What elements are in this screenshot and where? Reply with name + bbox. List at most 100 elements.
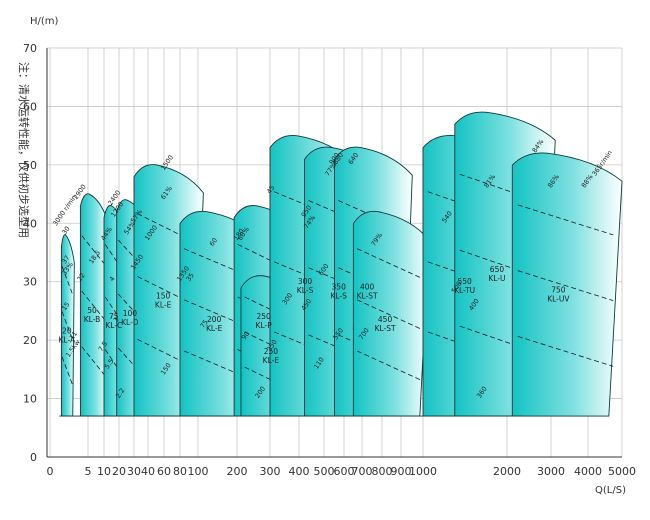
model-series-label: KL-A [59,336,77,345]
x-tick-label: 400 [289,465,310,478]
x-tick-label: 3000 [537,465,565,478]
power-curve [81,290,107,322]
chart-annotation: 1500 [159,154,175,172]
model-series-label: KL-E [155,300,172,309]
y-tick-label: 50 [23,159,37,172]
model-size-label: 350 [332,283,347,292]
chart-annotation: 4 [108,275,117,283]
chart-annotation: 35 [185,271,196,282]
chart-annotation: 75 [198,318,209,329]
model-series-label: KL-E [206,324,223,333]
x-tick-label: 1000 [409,465,437,478]
power-curve [61,356,74,387]
power-curve [338,334,407,366]
power-curve [517,204,614,236]
power-curve [104,244,126,275]
model-size-label: 150 [156,291,171,300]
chart-note: 注：清水运转性能，仅供初步选型用 [17,62,31,238]
model-series-label: KL-D [121,318,139,327]
model-series-label: KL-TU [454,286,475,295]
power-curve [517,335,614,367]
model-size-label: 450 [378,315,393,324]
x-tick-label: 5000 [608,465,636,478]
power-curve [356,248,424,280]
y-axis-title: H/(m) [30,16,59,27]
x-tick-label: 20 [112,465,126,478]
x-tick-label: 100 [188,465,209,478]
power-curve [104,296,126,328]
pump-model-regions [59,111,623,417]
model-region [60,234,75,417]
model-series-label: KL-B [84,315,101,324]
x-axis-title: Q(L/S) [595,485,626,496]
model-size-label: 550 [457,277,472,286]
model-series-label: KL-U [488,274,505,283]
model-region [511,152,623,417]
chart-annotation: 15 [60,301,71,312]
chart-annotation: 90 [240,330,251,341]
model-size-label: 250 [256,312,271,321]
power-curve [338,200,407,231]
model-size-label: 75 [109,312,119,321]
x-tick-label: 600 [334,465,355,478]
power-curve [61,266,74,297]
x-tick-label: 200 [227,465,248,478]
y-tick-label: 20 [23,334,37,347]
x-tick-label: 500 [314,465,335,478]
x-tick-label: 900 [391,465,412,478]
chart-annotation: 45 [265,184,276,195]
model-series-label: KL-P [256,321,273,330]
model-size-label: 250 [264,347,279,356]
power-curve [81,235,107,266]
power-curve [356,299,424,331]
y-tick-label: 0 [30,451,37,464]
x-tick-label: 80 [173,465,187,478]
power-curve [61,311,74,342]
chart-annotation: 22 [75,271,86,282]
x-tick-label: 2000 [493,465,521,478]
x-tick-label: 30 [127,465,141,478]
y-tick-label: 60 [23,100,37,113]
x-tick-label: 60 [157,465,171,478]
y-tick-label: 30 [23,276,37,289]
model-size-label: 300 [298,277,313,286]
model-size-label: 750 [551,286,566,295]
x-tick-label: 800 [372,465,393,478]
y-tick-label: 40 [23,217,37,230]
model-series-label: KL-C [105,321,122,330]
x-tick-label: 300 [260,465,281,478]
x-tick-label: 700 [352,465,373,478]
chart-annotation: 3 [112,316,121,324]
power-curve [517,270,614,302]
model-size-label: 400 [360,283,375,292]
model-size-label: 650 [490,265,505,274]
model-size-label: 50 [87,306,97,315]
x-tick-label: 4000 [574,465,602,478]
model-series-label: KL-E [263,356,280,365]
x-tick-label: 10 [97,465,111,478]
model-region [352,210,430,417]
power-curve [104,349,126,380]
chart-annotation: 11 [68,330,79,341]
model-size-label: 20 [62,327,72,336]
chart-annotation: 60 [208,236,219,247]
chart-annotation: 37 [60,254,71,265]
model-series-label: KL-ST [375,324,396,333]
power-curve [356,350,424,382]
power-curve [338,267,407,299]
y-tick-label: 10 [23,393,37,406]
model-series-label: KL-S [330,292,347,301]
chart-annotation: 30 [60,225,71,236]
model-size-label: 100 [123,309,138,318]
model-series-label: KL-UV [547,295,570,304]
y-tick-label: 70 [23,42,37,55]
x-tick-label: 5 [85,465,92,478]
model-series-label: KL-S [297,286,314,295]
model-size-label: 200 [207,315,222,324]
model-series-label: KL-ST [357,292,378,301]
power-curve [81,346,107,377]
x-tick-label: 40 [141,465,155,478]
x-tick-label: 0 [47,465,54,478]
